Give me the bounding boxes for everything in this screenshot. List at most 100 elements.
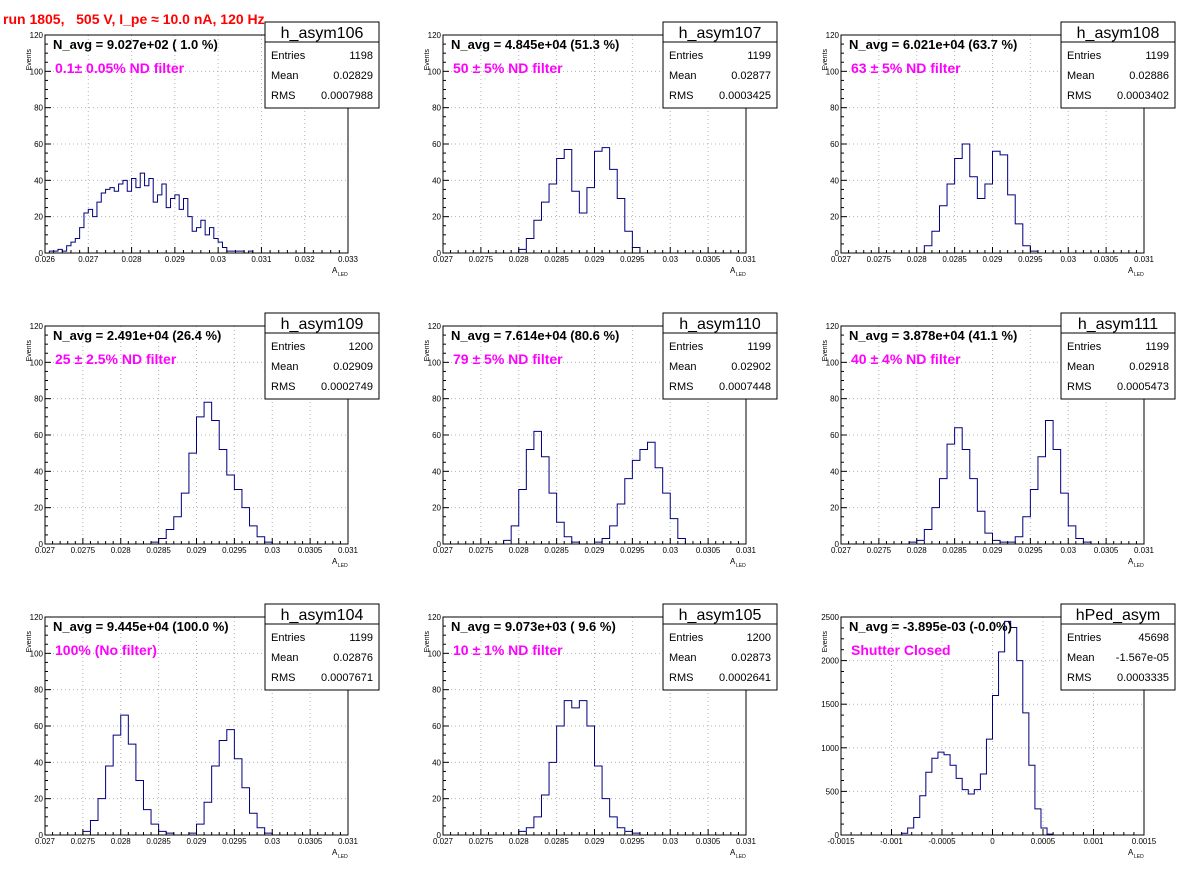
histogram-line <box>901 620 1054 835</box>
stats-label: RMS <box>1067 90 1091 102</box>
x-tick-label: 0.0275 <box>71 837 96 846</box>
x-tick-label: 0.031 <box>736 546 757 555</box>
x-tick-label: 0.03 <box>662 255 678 264</box>
y-tick-label: 80 <box>432 395 441 404</box>
y-tick-label: 0 <box>835 831 840 840</box>
navg-label: N_avg = 3.878e+04 (41.1 %) <box>849 328 1017 343</box>
y-tick-label: 1500 <box>821 700 839 709</box>
histogram-panel: 0.027 0.0275 0.028 0.0285 0.029 0.0295 0.03 0.0… <box>822 21 1176 278</box>
x-tick-label: 0.03 <box>264 546 280 555</box>
y-tick-label: 20 <box>830 504 839 513</box>
stats-box <box>662 21 778 109</box>
stats-value: 0.02873 <box>731 652 771 664</box>
x-tick-label: 0.031 <box>338 837 359 846</box>
y-tick-label: 1000 <box>821 744 839 753</box>
y-tick-label: 0 <box>437 540 442 549</box>
y-tick-label: 20 <box>432 213 441 222</box>
x-tick-label: 0.027 <box>433 255 454 264</box>
y-tick-label: 0 <box>39 249 44 258</box>
x-tick-label: 0.0275 <box>469 255 494 264</box>
histogram-line <box>48 172 254 254</box>
y-axis-title: Events <box>822 631 829 653</box>
y-tick-label: 80 <box>34 104 43 113</box>
navg-label: N_avg = 4.845e+04 (51.3 %) <box>451 37 619 52</box>
x-tick-label: 0.0305 <box>1094 546 1119 555</box>
x-tick-label: 0.028 <box>509 837 530 846</box>
x-tick-label: 0.0295 <box>1018 255 1043 264</box>
y-tick-label: 120 <box>826 322 840 331</box>
stats-label: Mean <box>669 361 697 373</box>
y-axis-title: Events <box>424 340 431 362</box>
stats-value: -1.567e-05 <box>1116 652 1169 664</box>
histogram-line <box>923 143 1039 253</box>
x-tick-label: 0.028 <box>509 255 530 264</box>
histogram-line <box>82 714 273 836</box>
x-tick-label: 0.028 <box>509 546 530 555</box>
x-tick-label: 0.0285 <box>544 837 569 846</box>
x-tick-label: 0.0005 <box>1031 837 1056 846</box>
x-tick-label: 0.0305 <box>696 837 721 846</box>
histogram-name: h_asym111 <box>1078 316 1158 333</box>
stats-value: 0.02886 <box>1129 70 1169 82</box>
navg-label: N_avg = 7.614e+04 (80.6 %) <box>451 328 619 343</box>
y-tick-label: 120 <box>428 31 442 40</box>
histogram-panel: -0.0015 -0.001 -0.0005 0 0.0005 0.001 0.0015 0 5… <box>821 603 1176 860</box>
y-tick-label: 100 <box>826 358 840 367</box>
x-tick-label: 0.028 <box>111 546 132 555</box>
filter-label: Shutter Closed <box>851 642 951 658</box>
filter-label: 79 ± 5% ND filter <box>453 351 563 367</box>
x-tick-label: 0.03 <box>1060 255 1076 264</box>
x-tick-label: 0.0275 <box>867 546 892 555</box>
stats-value: 0.0003335 <box>1117 672 1169 684</box>
stats-label: Entries <box>669 632 704 644</box>
x-axis-subscript: LED <box>736 563 746 569</box>
y-tick-label: 60 <box>34 140 43 149</box>
filter-label: 100% (No filter) <box>55 642 157 658</box>
navg-label: N_avg = 2.491e+04 (26.4 %) <box>53 328 221 343</box>
y-tick-label: 60 <box>830 140 839 149</box>
stats-label: RMS <box>271 381 295 393</box>
x-tick-label: -0.0005 <box>928 837 956 846</box>
x-tick-label: 0.031 <box>1134 546 1155 555</box>
x-axis-subscript: LED <box>338 272 348 278</box>
x-tick-label: 0.027 <box>35 546 56 555</box>
stats-value: 0.02902 <box>731 361 771 373</box>
y-tick-label: 20 <box>34 213 43 222</box>
stats-label: Mean <box>271 361 299 373</box>
stats-value: 1200 <box>349 341 373 353</box>
x-tick-label: 0.03 <box>662 546 678 555</box>
y-axis-title: Events <box>822 49 829 71</box>
x-tick-label: 0.029 <box>982 255 1003 264</box>
run-title: run 1805, 505 V, I_pe ≈ 10.0 nA, 120 Hz <box>3 11 265 27</box>
stats-label: Mean <box>1067 361 1095 373</box>
x-tick-label: 0.0295 <box>620 546 645 555</box>
y-tick-label: 80 <box>830 104 839 113</box>
histogram-name: h_asym110 <box>679 316 761 333</box>
x-axis-title: A <box>730 266 736 275</box>
y-tick-label: 60 <box>432 140 441 149</box>
stats-label: RMS <box>669 381 693 393</box>
x-tick-label: 0.029 <box>186 837 207 846</box>
stats-label: RMS <box>271 672 295 684</box>
stats-value: 1199 <box>1145 50 1169 62</box>
stats-value: 45698 <box>1138 632 1169 644</box>
y-axis-title: Events <box>822 340 829 362</box>
x-tick-label: 0.032 <box>295 255 316 264</box>
y-tick-label: 40 <box>34 176 43 185</box>
navg-label: N_avg = 9.445e+04 (100.0 %) <box>53 619 229 634</box>
stats-value: 1199 <box>349 632 373 644</box>
stats-value: 0.0007988 <box>321 90 373 102</box>
histogram-line <box>908 419 1092 544</box>
stats-label: RMS <box>1067 672 1091 684</box>
y-tick-label: 0 <box>39 540 44 549</box>
x-tick-label: 0.029 <box>165 255 186 264</box>
y-tick-label: 40 <box>830 176 839 185</box>
stats-box <box>1060 312 1176 400</box>
x-tick-label: 0.0285 <box>146 837 171 846</box>
y-axis-title: Events <box>26 631 33 653</box>
y-tick-label: 80 <box>432 104 441 113</box>
y-tick-label: 40 <box>432 467 441 476</box>
y-tick-label: 0 <box>835 540 840 549</box>
x-tick-label: 0.028 <box>122 255 143 264</box>
